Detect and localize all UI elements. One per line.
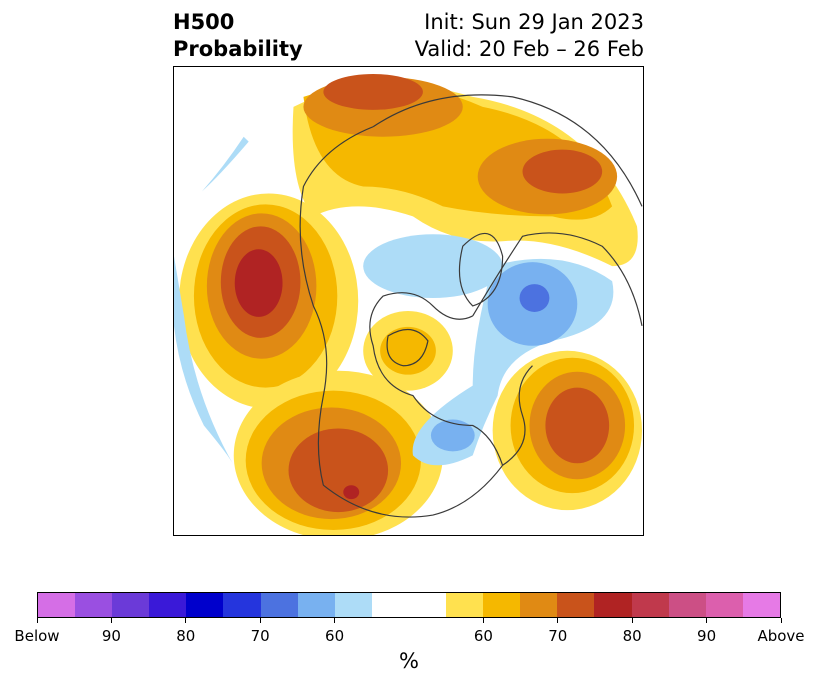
- colorbar-cell: [334, 593, 372, 617]
- title-right: Init: Sun 29 Jan 2023 Valid: 20 Feb – 26…: [415, 9, 644, 63]
- colorbar-cell: [223, 593, 261, 617]
- colorbar-cell: [371, 593, 409, 617]
- colorbar-tick: [780, 618, 782, 623]
- colorbar-cell: [38, 593, 76, 617]
- colorbar-cell: [260, 593, 298, 617]
- colorbar-cell: [297, 593, 335, 617]
- fill-above-75: [343, 485, 360, 500]
- anomaly-eurasia: [292, 73, 638, 267]
- colorbar-cell: [668, 593, 706, 617]
- colorbar-cell: [446, 593, 484, 617]
- colorbar-tick-label: Above: [757, 627, 805, 645]
- colorbar-tick: [110, 618, 112, 623]
- fill-below-65: [519, 284, 550, 312]
- colorbar: [37, 592, 781, 618]
- colorbar-tick: [185, 618, 187, 623]
- colorbar-tick: [631, 618, 633, 623]
- colorbar-cell: [186, 593, 224, 617]
- colorbar-cell: [557, 593, 595, 617]
- colorbar-tick-label: 60: [473, 627, 493, 645]
- colorbar-cell: [742, 593, 780, 617]
- colorbar-tick-label: 60: [325, 627, 345, 645]
- title-left: H500 Probability: [173, 9, 303, 63]
- colorbar-cell: [112, 593, 150, 617]
- colorbar-tick: [482, 618, 484, 623]
- fill-above-75: [234, 249, 283, 317]
- colorbar-tick-label: 80: [622, 627, 642, 645]
- colorbar-cell: [594, 593, 632, 617]
- colorbar-tick-label: 70: [250, 627, 270, 645]
- coastlines: [299, 94, 643, 518]
- colorbar-tick: [557, 618, 559, 623]
- fill-above-60: [380, 326, 436, 375]
- anomaly-atlantic: [492, 350, 643, 511]
- title-kind: Probability: [173, 37, 303, 61]
- colorbar-tick: [334, 618, 336, 623]
- fill-below-55: [201, 136, 249, 192]
- probability-map: [173, 66, 644, 536]
- colorbar-unit-label: %: [399, 649, 419, 673]
- colorbar-tick-label: 90: [697, 627, 717, 645]
- fill-above-70: [323, 73, 423, 110]
- anomaly-western-us: [233, 370, 443, 535]
- map-canvas: [174, 67, 643, 535]
- coastline-north-america: [299, 126, 504, 518]
- fill-above-70: [545, 387, 610, 464]
- fill-above-70: [522, 149, 603, 194]
- coastline-eurasia: [372, 94, 643, 466]
- colorbar-cell: [75, 593, 113, 617]
- fill-above-70: [288, 428, 389, 513]
- colorbar-tick-label: 90: [101, 627, 121, 645]
- init-date: Init: Sun 29 Jan 2023: [424, 10, 644, 34]
- fill-below-55: [174, 256, 234, 466]
- anomaly-hudson-bay: [363, 310, 453, 391]
- title-variable: H500: [173, 10, 235, 34]
- coastline-greenland: [458, 232, 504, 307]
- colorbar-cell: [631, 593, 669, 617]
- colorbar-cell: [520, 593, 558, 617]
- colorbar-cell: [408, 593, 447, 617]
- colorbar-tick-label: 70: [548, 627, 568, 645]
- colorbar-tick: [259, 618, 261, 623]
- colorbar-tick-label: Below: [14, 627, 60, 645]
- fill-below-55: [363, 234, 503, 299]
- colorbar-cell: [149, 593, 187, 617]
- valid-range: Valid: 20 Feb – 26 Feb: [414, 37, 644, 61]
- colorbar-tick: [706, 618, 708, 623]
- colorbar-cell: [483, 593, 521, 617]
- colorbar-cell: [705, 593, 743, 617]
- coastline-hudson-bay: [386, 328, 429, 367]
- anomaly-below: [174, 136, 614, 466]
- colorbar-tick: [36, 618, 38, 623]
- fill-below-60: [430, 419, 475, 452]
- colorbar-tick-label: 80: [176, 627, 196, 645]
